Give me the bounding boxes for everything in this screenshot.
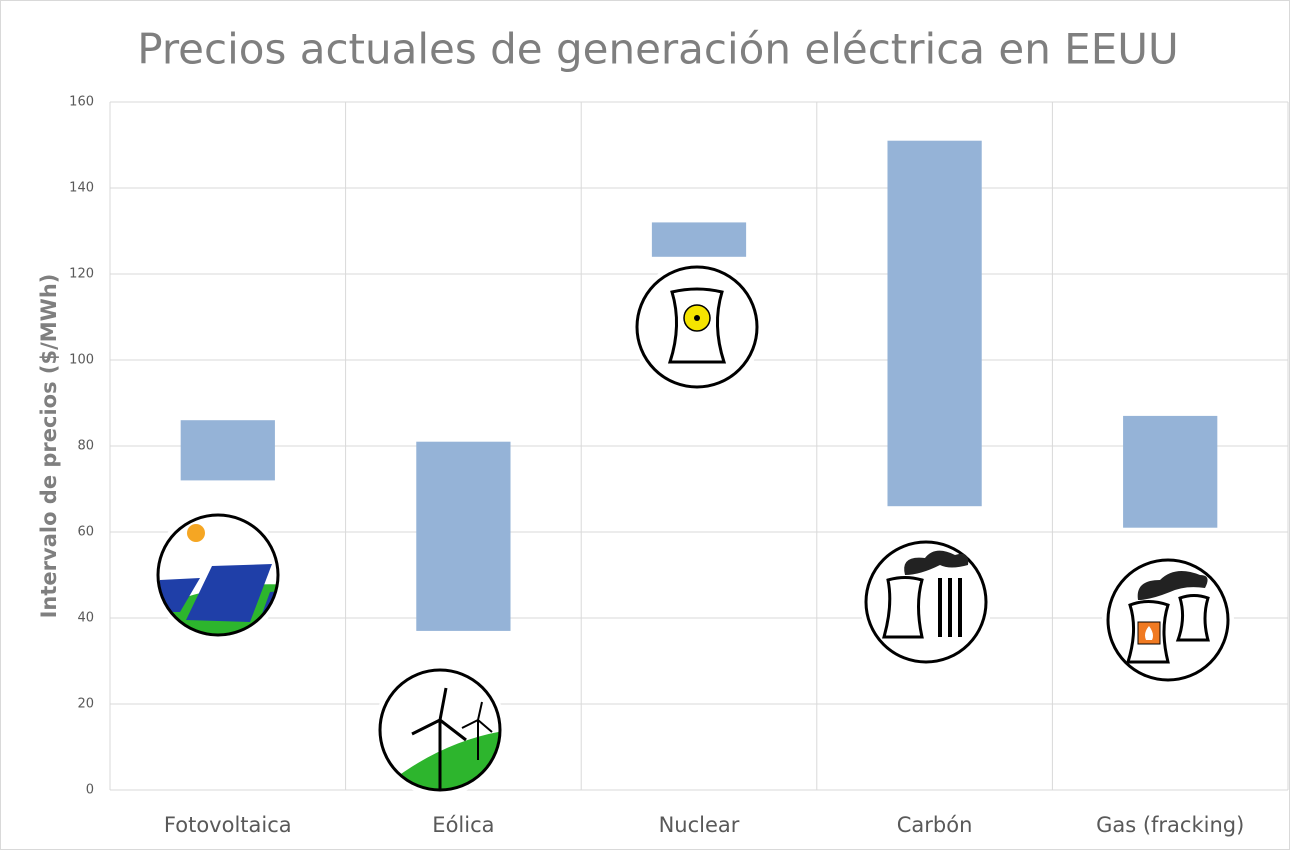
coal-icon xyxy=(860,536,992,668)
labels: 0 20 40 60 80 100 120 140 160 Fotovoltaica Eólica N… xyxy=(69,95,1244,838)
chart-title: Precios actuales de generación eléctrica… xyxy=(137,25,1179,74)
y-tick-label: 80 xyxy=(77,439,94,454)
y-axis-label: Intervalo de precios ($/MWh) xyxy=(37,274,61,619)
y-tick-label: 20 xyxy=(77,697,94,712)
x-tick-label: Carbón xyxy=(897,813,973,837)
grid xyxy=(109,101,1289,791)
y-tick-label: 120 xyxy=(69,267,94,282)
y-tick-label: 100 xyxy=(69,353,94,368)
range-bar xyxy=(180,420,275,481)
range-bar xyxy=(887,140,982,507)
icons xyxy=(152,261,1234,796)
range-bar xyxy=(651,222,747,257)
nuclear-icon xyxy=(631,261,763,393)
gas-icon xyxy=(1102,554,1234,686)
range-bar xyxy=(416,441,511,631)
x-tick-label: Eólica xyxy=(432,813,494,837)
y-tick-label: 60 xyxy=(77,525,94,540)
y-tick-label: 160 xyxy=(69,95,94,110)
x-tick-label: Fotovoltaica xyxy=(164,813,292,837)
range-bar xyxy=(1123,415,1218,528)
bars xyxy=(180,140,1218,631)
wind-icon xyxy=(374,664,506,796)
y-tick-label: 140 xyxy=(69,181,94,196)
x-tick-label: Gas (fracking) xyxy=(1096,813,1244,837)
x-tick-label: Nuclear xyxy=(659,813,740,837)
solar-icon xyxy=(152,509,284,641)
y-tick-label: 0 xyxy=(86,783,94,798)
y-tick-label: 40 xyxy=(77,611,94,626)
